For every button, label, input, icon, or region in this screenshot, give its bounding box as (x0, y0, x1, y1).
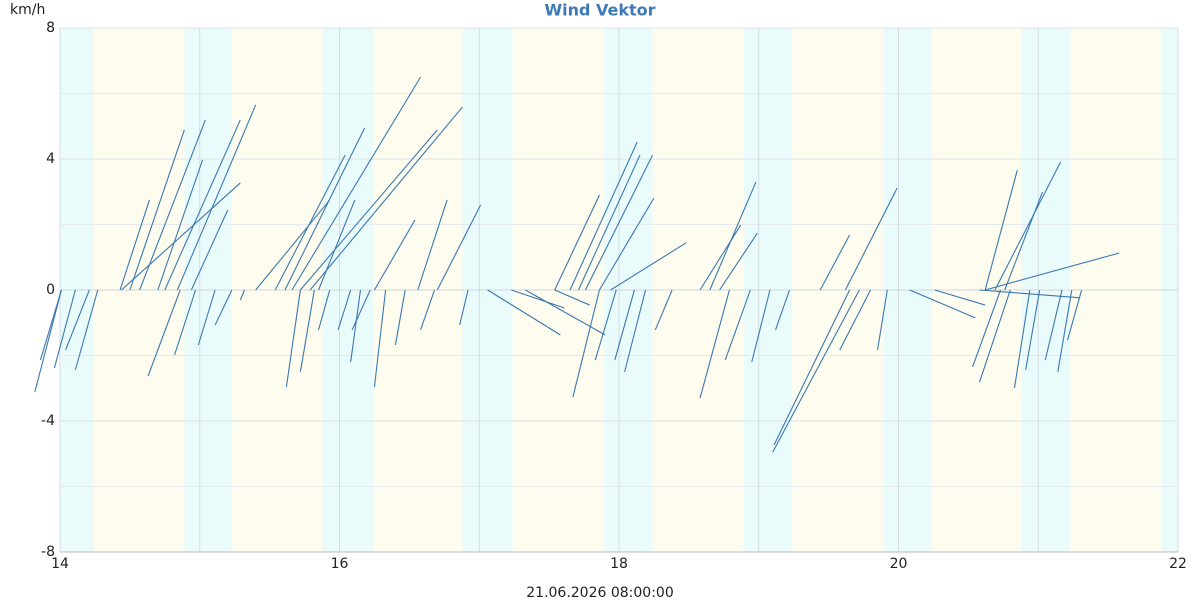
wind-vector (554, 289, 590, 306)
wind-vector (554, 194, 600, 291)
wind-vector (239, 289, 245, 301)
wind-vector (147, 289, 181, 377)
wind-vector (699, 224, 742, 291)
wind-vector (176, 104, 257, 291)
wind-vector (772, 289, 860, 453)
chart-title: Wind Vektor (544, 1, 655, 20)
wind-vector (394, 289, 406, 346)
wind-vector (934, 289, 986, 306)
wind-vector (624, 289, 647, 373)
x-tick-label: 16 (331, 556, 349, 572)
wind-vector (417, 199, 448, 291)
x-tick-label: 22 (1169, 556, 1187, 572)
wind-vector (53, 289, 76, 369)
vectors (34, 76, 1120, 453)
wind-vector (584, 154, 654, 291)
wind-vector (844, 187, 898, 291)
wind-vector (724, 289, 751, 361)
wind-vector (819, 234, 851, 291)
y-axis-label: km/h (10, 2, 45, 18)
wind-vector (121, 182, 241, 291)
wind-vector (699, 289, 730, 399)
wind-vector (994, 161, 1062, 291)
wind-vector (214, 289, 233, 326)
x-tick-label: 18 (610, 556, 628, 572)
wind-vector (285, 289, 301, 388)
wind-vector (572, 289, 600, 398)
wind-vector (190, 209, 229, 291)
y-tick-label: 4 (46, 151, 55, 167)
grid (59, 27, 1179, 553)
wind-vector (1067, 289, 1083, 341)
wind-vector (775, 289, 791, 331)
wind-vector (839, 289, 872, 351)
x-axis-label: 21.06.2026 08:00:00 (526, 585, 674, 600)
wind-vector (511, 289, 565, 309)
wind-vector (979, 289, 1081, 299)
wind-vector (1025, 289, 1041, 371)
wind-vector (74, 289, 99, 371)
y-tick-label: 8 (46, 20, 55, 36)
wind-vector (594, 289, 617, 361)
wind-vector (979, 289, 1011, 383)
wind-vector (129, 129, 185, 291)
wind-vector (525, 289, 606, 336)
wind-vector (1004, 191, 1043, 291)
wind-vector (284, 127, 366, 291)
wind-vector (119, 199, 150, 291)
tick-labels: -8 -4 0 4 8 14 16 18 20 22 (41, 20, 1187, 572)
wind-vector (598, 197, 655, 291)
wind-vector (773, 289, 851, 446)
wind-vector (1013, 289, 1031, 389)
wind-vector (487, 289, 561, 336)
wind-vector (34, 289, 62, 392)
wind-vector (39, 289, 62, 361)
y-tick-label: -8 (41, 544, 55, 560)
wind-vector (984, 169, 1018, 291)
wind-vector (610, 242, 687, 291)
wind-vector (164, 119, 241, 291)
y-tick-label: -4 (41, 413, 55, 429)
wind-vector (984, 252, 1120, 291)
wind-vector (351, 289, 371, 331)
wind-vector (569, 141, 638, 291)
wind-vector (709, 181, 757, 291)
wind-vector (350, 289, 362, 363)
wind-vector (318, 199, 356, 291)
wind-vector (65, 289, 90, 351)
x-tick-label: 14 (51, 556, 69, 572)
wind-vector (299, 129, 438, 291)
wind-vector (337, 289, 352, 331)
wind-vector (751, 289, 771, 363)
wind-vector (157, 159, 204, 291)
wind-vector (459, 289, 469, 326)
wind-vector (436, 204, 482, 291)
wind-vector (719, 232, 758, 291)
y-tick-label: 0 (46, 282, 55, 298)
wind-vector (876, 289, 888, 351)
wind-vector (1057, 289, 1073, 372)
wind-vector (1044, 289, 1063, 361)
wind-vector (255, 199, 331, 291)
wind-vector (139, 119, 206, 291)
wind-vector (299, 289, 315, 372)
wind-vector (174, 289, 197, 356)
wind-vector (197, 289, 216, 346)
wind-vector (420, 289, 436, 331)
wind-vector (373, 289, 387, 388)
wind-vector (972, 289, 1002, 368)
wind-vector (274, 154, 346, 291)
wind-vector (654, 289, 673, 331)
wind-vector (309, 106, 463, 291)
wind-vector (909, 289, 976, 319)
wind-vector (318, 289, 331, 331)
wind-vector (373, 219, 416, 291)
x-tick-label: 20 (890, 556, 908, 572)
wind-vector (291, 76, 422, 291)
wind-vector (614, 289, 635, 361)
wind-vector (577, 154, 641, 291)
